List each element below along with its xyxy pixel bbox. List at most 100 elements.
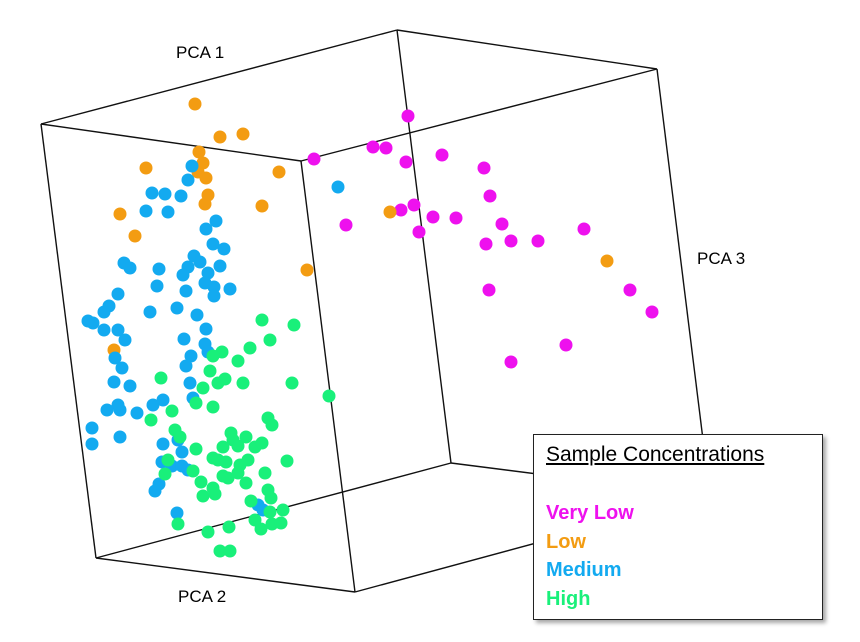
data-point-high [154, 371, 168, 385]
data-point-low [213, 130, 227, 144]
legend-entry-medium: Medium [546, 559, 622, 581]
data-point-very-low [645, 305, 659, 319]
data-point-low [128, 229, 142, 243]
data-point-medium [198, 276, 212, 290]
data-point-high [189, 442, 203, 456]
data-point-medium [148, 484, 162, 498]
data-point-low [272, 165, 286, 179]
data-point-medium [123, 379, 137, 393]
data-point-medium [174, 189, 188, 203]
data-point-medium [156, 437, 170, 451]
data-point-medium [179, 359, 193, 373]
data-point-high [173, 430, 187, 444]
data-point-medium [139, 204, 153, 218]
data-point-high [222, 520, 236, 534]
data-point-very-low [307, 152, 321, 166]
data-point-medium [207, 289, 221, 303]
data-point-very-low [577, 222, 591, 236]
box-edge [40, 123, 97, 559]
data-point-medium [156, 393, 170, 407]
data-point-medium [206, 237, 220, 251]
legend-entry-low: Low [546, 530, 586, 553]
data-point-medium [183, 376, 197, 390]
data-point-high [196, 489, 210, 503]
legend-entries: Very Low Low Medium High [546, 499, 634, 613]
data-point-medium [179, 284, 193, 298]
data-point-very-low [479, 237, 493, 251]
data-point-low [192, 145, 206, 159]
data-point-high [223, 544, 237, 558]
data-point-medium [108, 351, 122, 365]
data-point-medium [107, 375, 121, 389]
data-point-low [113, 207, 127, 221]
data-point-medium [185, 159, 199, 173]
legend-entry-very-low: Very Low [546, 502, 634, 524]
data-point-medium [184, 349, 198, 363]
data-point-high [196, 381, 210, 395]
data-point-high [221, 471, 235, 485]
legend: Sample Concentrations Very Low Low Mediu… [533, 434, 823, 620]
data-point-very-low [401, 109, 415, 123]
data-point-low [139, 161, 153, 175]
data-point-high [219, 455, 233, 469]
data-point-low [300, 263, 314, 277]
data-point-very-low [399, 155, 413, 169]
data-point-low [199, 171, 213, 185]
data-point-medium [331, 180, 345, 194]
data-point-high [216, 440, 230, 454]
data-point-high [218, 372, 232, 386]
data-point-high [203, 364, 217, 378]
axis-label-pca2: PCA 2 [178, 587, 226, 606]
box-edge [300, 68, 658, 162]
data-point-high [206, 400, 220, 414]
data-point-high [243, 341, 257, 355]
legend-title: Sample Concentrations [546, 443, 765, 466]
data-point-high [322, 389, 336, 403]
data-point-medium [85, 437, 99, 451]
data-point-medium [123, 261, 137, 275]
data-point-high [285, 376, 299, 390]
data-point-very-low [495, 217, 509, 231]
data-point-high [255, 436, 269, 450]
data-point-high [236, 376, 250, 390]
data-point-medium [176, 268, 190, 282]
data-point-high [231, 354, 245, 368]
data-point-high [276, 503, 290, 517]
data-point-low [383, 205, 397, 219]
data-point-medium [145, 186, 159, 200]
data-point-very-low [483, 189, 497, 203]
data-point-medium [177, 332, 191, 346]
data-point-medium [199, 322, 213, 336]
data-point-medium [152, 262, 166, 276]
box-edge [95, 557, 356, 593]
data-point-medium [190, 308, 204, 322]
data-point-very-low [426, 210, 440, 224]
axes-box [40, 29, 711, 593]
data-point-very-low [412, 225, 426, 239]
data-point-medium [223, 282, 237, 296]
data-point-medium [209, 214, 223, 228]
data-point-high [201, 525, 215, 539]
data-point-medium [158, 187, 172, 201]
data-point-medium [130, 406, 144, 420]
box-edge [396, 29, 658, 70]
data-point-high [186, 464, 200, 478]
data-point-medium [81, 314, 95, 328]
data-point-very-low [504, 355, 518, 369]
axis-label-pca1: PCA 1 [176, 43, 224, 62]
data-point-medium [85, 421, 99, 435]
data-point-very-low [559, 338, 573, 352]
data-point-medium [150, 279, 164, 293]
data-point-high [231, 439, 245, 453]
data-point-high [161, 453, 175, 467]
data-point-high [239, 476, 253, 490]
box-edge [40, 123, 302, 162]
data-point-high [206, 349, 220, 363]
data-point-high [171, 517, 185, 531]
data-point-medium [193, 255, 207, 269]
data-point-very-low [504, 234, 518, 248]
data-point-high [265, 418, 279, 432]
data-point-medium [113, 403, 127, 417]
data-point-high [263, 333, 277, 347]
